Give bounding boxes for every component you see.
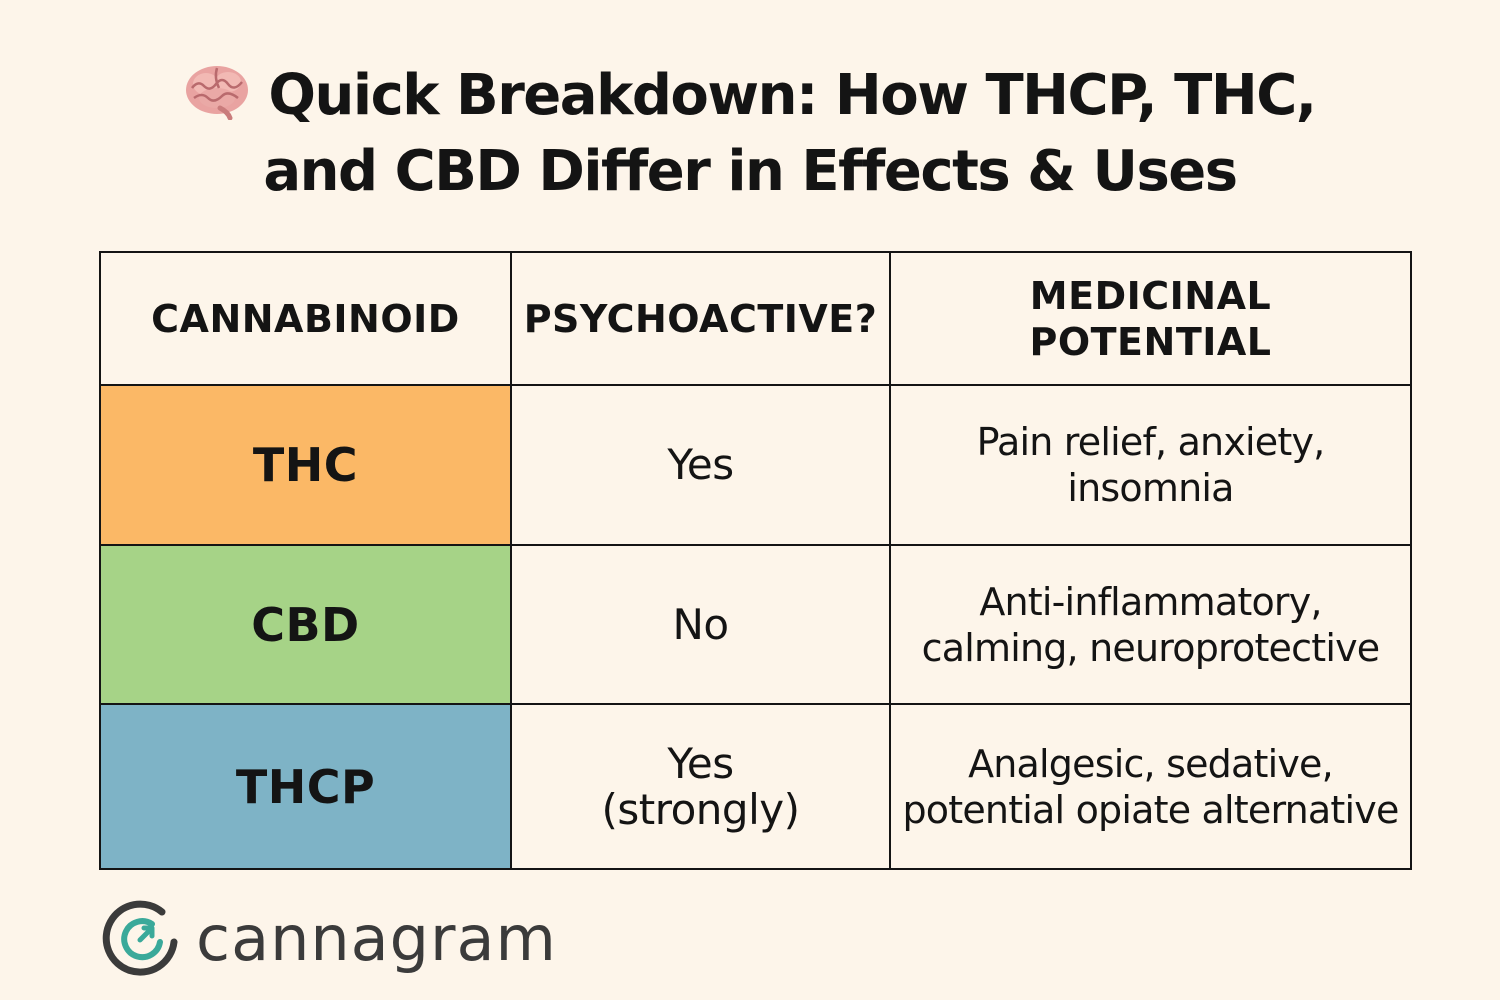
- table-row: THC Yes Pain relief, anxiety, insomnia: [99, 384, 1412, 546]
- medicinal-line-1: Anti-inflammatory,: [979, 579, 1322, 624]
- page-title: Quick Breakdown: How THCP, THC, and CBD …: [0, 58, 1500, 210]
- table-header-row: CANNABINOID PSYCHOACTIVE? MEDICINAL POTE…: [99, 250, 1412, 387]
- psychoactive-line-1: No: [672, 599, 729, 649]
- medicinal-line-1: Analgesic, sedative,: [968, 741, 1334, 786]
- comparison-table: CANNABINOID PSYCHOACTIVE? MEDICINAL POTE…: [99, 250, 1412, 870]
- header-medicinal-line-2: POTENTIAL: [1029, 319, 1272, 364]
- title-line-1-text: Quick Breakdown: How THCP, THC,: [268, 63, 1317, 128]
- medicinal-cell: Analgesic, sedative, potential opiate al…: [889, 703, 1412, 870]
- cannagram-logo-icon: [102, 900, 178, 976]
- psychoactive-cell: Yes (strongly): [510, 703, 891, 870]
- cannabinoid-cell: CBD: [99, 543, 512, 706]
- header-psychoactive: PSYCHOACTIVE?: [510, 250, 891, 387]
- medicinal-cell: Anti-inflammatory, calming, neuroprotect…: [889, 543, 1412, 706]
- medicinal-line-1: Pain relief, anxiety,: [976, 420, 1326, 465]
- psychoactive-cell: No: [510, 543, 891, 706]
- psychoactive-cell: Yes: [510, 384, 891, 546]
- header-cannabinoid: CANNABINOID: [99, 250, 512, 387]
- header-medicinal-potential: MEDICINAL POTENTIAL: [889, 250, 1412, 387]
- title-line-2: and CBD Differ in Effects & Uses: [263, 139, 1238, 204]
- psychoactive-line-2: (strongly): [601, 784, 800, 834]
- header-medicinal-line-1: MEDICINAL: [1029, 273, 1272, 318]
- medicinal-cell: Pain relief, anxiety, insomnia: [889, 384, 1412, 546]
- brain-icon: [184, 62, 250, 121]
- psychoactive-line-1: Yes: [667, 440, 734, 490]
- title-line-1: Quick Breakdown: How THCP, THC,: [0, 58, 1500, 134]
- medicinal-line-2: calming, neuroprotective: [921, 625, 1381, 670]
- table-row: THCP Yes (strongly) Analgesic, sedative,…: [99, 703, 1412, 870]
- cannabinoid-cell: THCP: [99, 703, 512, 870]
- medicinal-line-2: potential opiate alternative: [902, 787, 1399, 832]
- brand-name: cannagram: [196, 902, 557, 975]
- brand-logo: cannagram: [100, 898, 557, 980]
- psychoactive-line-1: Yes: [667, 738, 734, 788]
- cannabinoid-cell: THC: [99, 384, 512, 546]
- table-row: CBD No Anti-inflammatory, calming, neuro…: [99, 543, 1412, 706]
- medicinal-line-2: insomnia: [1067, 466, 1234, 511]
